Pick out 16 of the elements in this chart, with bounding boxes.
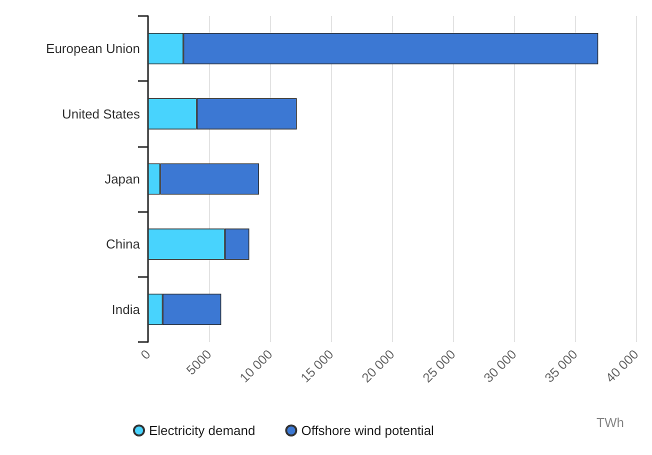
y-tick-label: Japan: [104, 172, 140, 186]
y-tick-label: European Union: [46, 41, 140, 56]
x-tick-label: 15 000: [298, 346, 336, 386]
legend-label: Electricity demand: [149, 423, 256, 438]
x-axis-title: TWh: [596, 415, 624, 430]
y-tick-label: India: [112, 302, 141, 317]
x-tick-label: 0: [138, 346, 154, 362]
x-tick-label: 35 000: [542, 346, 580, 386]
x-tick-label: 10 000: [236, 346, 276, 386]
x-tick-label: 25 000: [420, 346, 458, 386]
y-tick-label: China: [106, 236, 141, 252]
y-tick-label: United States: [62, 106, 140, 122]
x-tick-label: 40 000: [602, 346, 642, 386]
x-tick-label: 20 000: [358, 346, 398, 386]
x-tick-label: 30 000: [480, 346, 520, 386]
legend-label: Offshore wind potential: [301, 423, 434, 438]
